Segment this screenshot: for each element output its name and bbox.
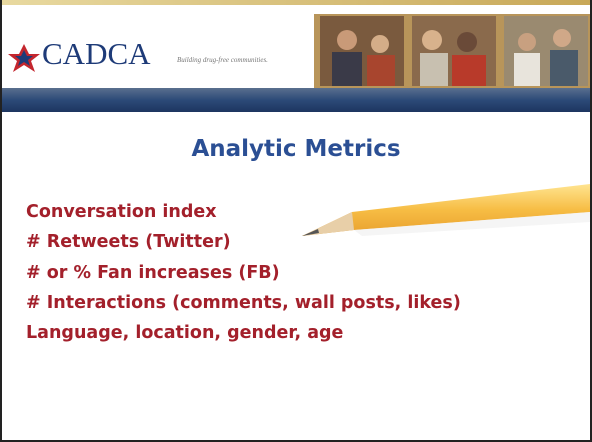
top-strip: [2, 0, 590, 5]
metric-item: Conversation index: [26, 202, 217, 222]
metric-item: Language, location, gender, age: [26, 323, 344, 344]
metric-item: # Interactions (comments, wall posts, li…: [26, 292, 461, 313]
slide-title: Analytic Metrics: [191, 136, 401, 162]
logo-star: [8, 44, 40, 72]
metric-item: # Retweets (Twitter): [26, 232, 231, 253]
metric-item: # or % Fan increases (FB): [26, 262, 280, 283]
pencil: [302, 184, 590, 236]
tagline: Building drug-free communities.: [177, 56, 268, 64]
metric-list: Conversation index # Retweets (Twitter) # …: [26, 200, 461, 351]
logo: CADCA: [42, 36, 151, 71]
header-band: [2, 88, 590, 112]
